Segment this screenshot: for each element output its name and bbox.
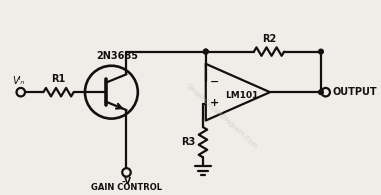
Circle shape [203, 49, 208, 54]
Text: -V: -V [122, 177, 131, 186]
Text: R1: R1 [51, 74, 66, 84]
Text: Vᴵₙ: Vᴵₙ [12, 76, 24, 86]
Circle shape [319, 90, 323, 95]
Text: R2: R2 [262, 34, 276, 44]
Text: LM101: LM101 [225, 91, 258, 100]
Text: R3: R3 [181, 137, 195, 147]
Text: SimpleCircuitDiagram.Com: SimpleCircuitDiagram.Com [185, 82, 259, 150]
Circle shape [319, 49, 323, 54]
Text: −: − [210, 77, 219, 87]
Circle shape [203, 49, 208, 54]
Text: OUTPUT: OUTPUT [332, 87, 377, 97]
Text: 2N3685: 2N3685 [96, 51, 138, 61]
Text: +: + [210, 98, 219, 108]
Text: GAIN CONTROL: GAIN CONTROL [91, 183, 162, 192]
